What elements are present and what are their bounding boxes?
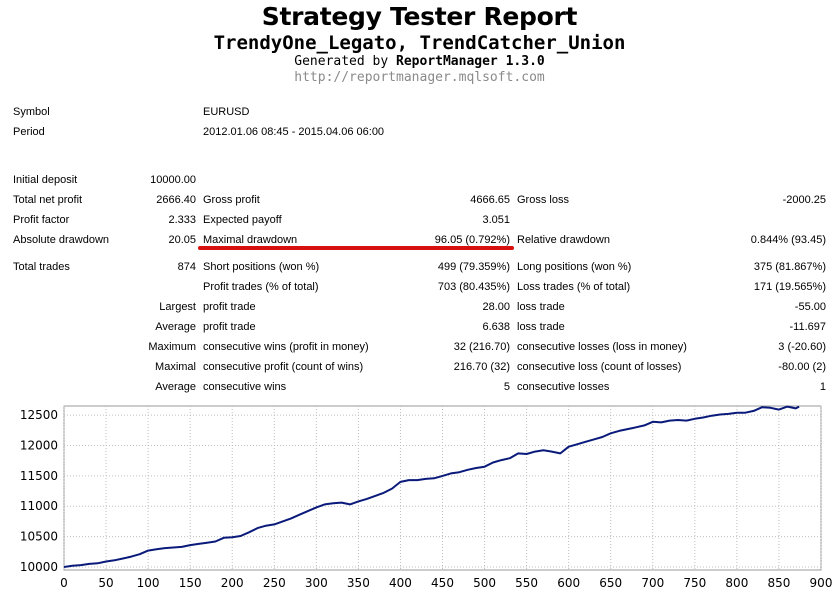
largest-label: Largest bbox=[159, 301, 196, 313]
absolute-drawdown-value: 20.05 bbox=[168, 234, 196, 246]
max-consecutive-losses-label: consecutive losses (loss in money) bbox=[517, 341, 687, 353]
x-tick-label: 400 bbox=[389, 576, 412, 590]
symbol-label: Symbol bbox=[13, 106, 50, 118]
x-tick-label: 500 bbox=[473, 576, 496, 590]
x-tick-label: 450 bbox=[431, 576, 454, 590]
average-consecutive-label: Average bbox=[155, 381, 196, 393]
average-label: Average bbox=[155, 321, 196, 333]
short-positions-label: Short positions (won %) bbox=[203, 261, 320, 273]
maximal-consecutive-loss-label: consecutive loss (count of losses) bbox=[517, 361, 682, 373]
long-positions-label: Long positions (won %) bbox=[517, 261, 632, 273]
report-title: Strategy Tester Report bbox=[261, 2, 578, 31]
largest-profit-value: 28.00 bbox=[482, 301, 510, 313]
maximal-consecutive-profit-value: 216.70 (32) bbox=[453, 361, 510, 373]
total-net-profit-label: Total net profit bbox=[13, 194, 83, 206]
x-tick-label: 50 bbox=[98, 576, 113, 590]
short-positions-value: 499 (79.359%) bbox=[437, 261, 510, 273]
x-tick-label: 150 bbox=[179, 576, 202, 590]
maximal-drawdown-label: Maximal drawdown bbox=[203, 234, 298, 246]
absolute-drawdown-label: Absolute drawdown bbox=[13, 234, 110, 246]
balance-line bbox=[63, 405, 800, 568]
profit-factor-label: Profit factor bbox=[13, 214, 70, 226]
total-trades-value: 874 bbox=[177, 261, 196, 273]
largest-profit-label: profit trade bbox=[203, 301, 256, 313]
gross-loss-label: Gross loss bbox=[517, 194, 569, 206]
maximal-consecutive-loss-value: -80.00 (2) bbox=[778, 361, 826, 373]
largest-loss-label: loss trade bbox=[517, 301, 565, 313]
symbol-value: EURUSD bbox=[203, 106, 250, 118]
strategy-names: TrendyOne_Legato, TrendCatcher_Union bbox=[213, 32, 626, 54]
gross-profit-value: 4666.65 bbox=[470, 194, 510, 206]
profit-trades-value: 703 (80.435%) bbox=[437, 281, 510, 293]
x-tick-label: 550 bbox=[515, 576, 538, 590]
average-loss-value: -11.697 bbox=[789, 321, 827, 333]
max-consecutive-losses-value: 3 (-20.60) bbox=[778, 341, 826, 353]
x-tick-label: 750 bbox=[683, 576, 706, 590]
x-tick-label: 850 bbox=[767, 576, 790, 590]
x-tick-label: 300 bbox=[305, 576, 328, 590]
avg-consecutive-wins-value: 5 bbox=[503, 381, 510, 393]
y-tick-label: 12500 bbox=[20, 408, 58, 422]
max-consecutive-wins-label: consecutive wins (profit in money) bbox=[203, 341, 369, 353]
x-tick-label: 0 bbox=[60, 576, 68, 590]
period-value: 2012.01.06 08:45 - 2015.04.06 06:00 bbox=[203, 126, 385, 138]
total-trades-label: Total trades bbox=[13, 261, 70, 273]
gross-loss-value: -2000.25 bbox=[782, 194, 826, 206]
y-tick-label: 11500 bbox=[20, 469, 58, 483]
largest-loss-value: -55.00 bbox=[794, 301, 826, 313]
x-tick-label: 250 bbox=[263, 576, 286, 590]
x-tick-label: 600 bbox=[557, 576, 580, 590]
initial-deposit-label: Initial deposit bbox=[13, 174, 78, 186]
total-net-profit-value: 2666.40 bbox=[156, 194, 196, 206]
avg-consecutive-losses-label: consecutive losses bbox=[517, 381, 610, 393]
profit-factor-value: 2.333 bbox=[168, 214, 196, 226]
maximal-consecutive-profit-label: consecutive profit (count of wins) bbox=[203, 361, 364, 373]
y-tick-label: 10000 bbox=[20, 560, 58, 574]
average-loss-label: loss trade bbox=[517, 321, 565, 333]
y-tick-label: 11000 bbox=[20, 499, 58, 513]
maximal-label: Maximal bbox=[155, 361, 196, 373]
avg-consecutive-losses-value: 1 bbox=[819, 381, 826, 393]
avg-consecutive-wins-label: consecutive wins bbox=[203, 381, 287, 393]
profit-trades-label: Profit trades (% of total) bbox=[203, 281, 319, 293]
x-tick-label: 650 bbox=[599, 576, 622, 590]
loss-trades-value: 171 (19.565%) bbox=[753, 281, 826, 293]
relative-drawdown-label: Relative drawdown bbox=[517, 234, 610, 246]
expected-payoff-label: Expected payoff bbox=[203, 214, 282, 226]
period-label: Period bbox=[13, 126, 45, 138]
average-profit-label: profit trade bbox=[203, 321, 256, 333]
balance-chart: 0 50 100 150 200 250 300 350 400 450 500 550 600 650 7… bbox=[20, 405, 833, 590]
y-tick-label: 12000 bbox=[20, 438, 58, 452]
long-positions-value: 375 (81.867%) bbox=[753, 261, 826, 273]
maximal-drawdown-value: 96.05 (0.792%) bbox=[434, 234, 510, 246]
gross-profit-label: Gross profit bbox=[203, 194, 260, 206]
loss-trades-label: Loss trades (% of total) bbox=[517, 281, 631, 293]
expected-payoff-value: 3.051 bbox=[482, 214, 510, 226]
x-tick-label: 900 bbox=[810, 576, 833, 590]
x-tick-label: 100 bbox=[137, 576, 160, 590]
generator-tool: ReportManager 1.3.0 bbox=[396, 54, 545, 69]
maximum-label: Maximum bbox=[148, 341, 196, 353]
y-tick-label: 10500 bbox=[20, 530, 58, 544]
generator-url[interactable]: http://reportmanager.mqlsoft.com bbox=[294, 70, 545, 85]
x-tick-label: 700 bbox=[641, 576, 664, 590]
x-tick-label: 350 bbox=[347, 576, 370, 590]
x-tick-label: 200 bbox=[221, 576, 244, 590]
relative-drawdown-value: 0.844% (93.45) bbox=[750, 234, 826, 246]
average-profit-value: 6.638 bbox=[482, 321, 510, 333]
generated-by: Generated by ReportManager 1.3.0 bbox=[0, 54, 839, 69]
drawdown-highlight-underline bbox=[198, 246, 514, 250]
x-tick-label: 800 bbox=[725, 576, 748, 590]
generated-prefix: Generated by bbox=[294, 54, 397, 69]
max-consecutive-wins-value: 32 (216.70) bbox=[453, 341, 510, 353]
initial-deposit-value: 10000.00 bbox=[150, 174, 196, 186]
